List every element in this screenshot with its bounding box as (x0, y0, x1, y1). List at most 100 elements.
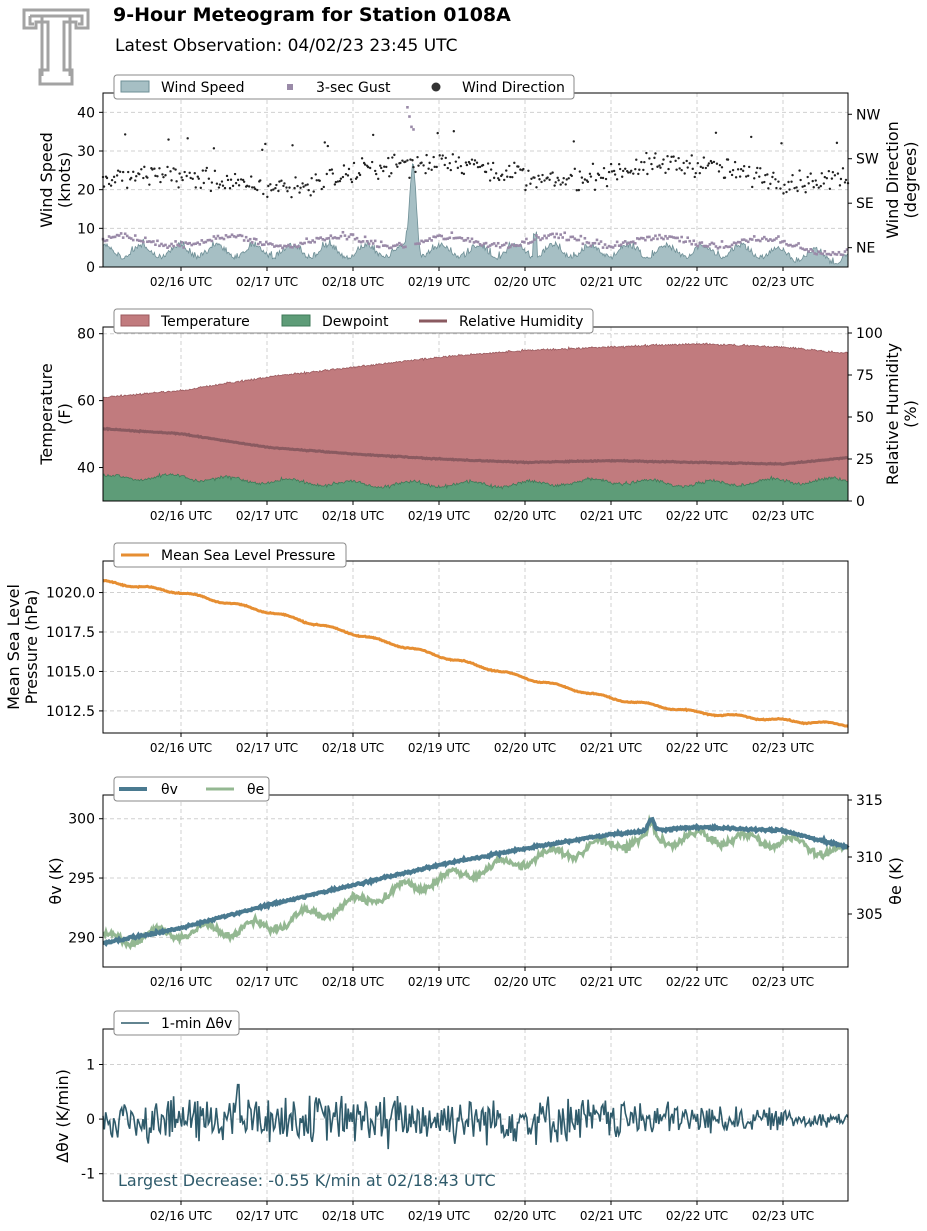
wind-direction-point (379, 164, 382, 167)
gust-point (561, 236, 565, 239)
wind-direction-point (791, 173, 794, 177)
wind-direction-point (202, 181, 206, 185)
gust-point (317, 237, 321, 240)
wind-direction-point (178, 172, 181, 175)
gust-point (607, 244, 611, 248)
wind-direction-point (690, 154, 693, 157)
gust-point (644, 238, 647, 242)
gust-point (127, 236, 131, 240)
gust-point (605, 246, 609, 250)
gust-point (349, 233, 353, 236)
wind-direction-point (709, 159, 713, 163)
wind-direction-point (759, 167, 762, 170)
gust-point (220, 236, 224, 240)
wind-direction-point (408, 176, 411, 180)
gust-point (680, 235, 683, 239)
temp-y2-axis-title-line: Relative Humidity (883, 343, 902, 485)
wind-direction-point (420, 161, 423, 164)
wind-direction-point (115, 174, 119, 177)
wind-direction-point (710, 161, 714, 165)
wind-y-tick-label: 40 (77, 105, 95, 121)
gust-point (436, 234, 439, 238)
gust-point (658, 233, 661, 237)
theta-x-tick-label: 02/23 UTC (752, 975, 814, 989)
wind-direction-point (613, 173, 617, 176)
wind-direction-point (835, 141, 839, 145)
wind-direction-point (643, 160, 646, 164)
gust-point (803, 248, 806, 252)
gust-point (589, 244, 593, 248)
wind-direction-point (456, 166, 460, 170)
gust-point (131, 238, 135, 242)
wind-direction-point (432, 155, 435, 159)
gust-point (295, 245, 298, 249)
gust-point (337, 236, 341, 240)
wind-direction-point (138, 172, 141, 176)
gust-point (783, 239, 786, 243)
wind-direction-point (375, 172, 378, 176)
wind-direction-point (174, 168, 177, 171)
wind-direction-point (562, 177, 565, 180)
gust-point (313, 240, 317, 244)
wind-direction-point (653, 156, 656, 160)
gust-point (769, 238, 772, 241)
wind-direction-point (795, 186, 798, 189)
gust-point (601, 246, 605, 249)
gust-point (613, 244, 617, 247)
legend-direction-label: Wind Direction (462, 80, 565, 96)
wind-direction-point (801, 185, 804, 188)
gust-point (676, 236, 679, 240)
wind-direction-point (570, 174, 573, 178)
gust-point (710, 241, 714, 245)
wind-direction-point (825, 176, 829, 180)
gust-point (200, 239, 204, 242)
wind-direction-point (377, 177, 380, 181)
wind-direction-point (249, 175, 253, 178)
gust-point (262, 243, 266, 246)
gust-point (773, 238, 776, 242)
gust-point (754, 239, 758, 242)
wind-direction-point (233, 172, 237, 176)
gust-point (666, 237, 669, 240)
gust-point (730, 243, 734, 247)
wind-direction-point (742, 165, 746, 168)
gust-point (186, 242, 189, 246)
gust-point (791, 244, 794, 248)
wind-direction-point (451, 153, 455, 156)
wind-direction-point (342, 164, 346, 167)
theta-y-tick-label: 290 (68, 930, 95, 946)
gust-point (591, 242, 595, 245)
wind-direction-point (151, 168, 154, 171)
wind-direction-point (251, 186, 254, 189)
gust-point (210, 239, 214, 243)
wind-direction-point (409, 158, 412, 161)
wind-direction-point (355, 176, 359, 179)
gust-point (476, 240, 480, 244)
press-frame (102, 560, 849, 734)
temp-x-tick-label: 02/23 UTC (752, 509, 814, 523)
gust-point (394, 244, 397, 248)
gust-point (746, 240, 750, 244)
wind-y-axis-title-line: (knots) (55, 152, 74, 208)
wind-direction-point (508, 164, 511, 168)
wind-direction-point (669, 160, 672, 164)
gust-point (184, 241, 187, 244)
wind-direction-point (438, 154, 441, 157)
gust-point (478, 243, 482, 246)
gust-point (555, 232, 558, 236)
wind-direction-point (282, 184, 285, 188)
gust-point (775, 237, 778, 240)
legend-dewpoint-swatch (281, 314, 311, 327)
gust-point (535, 234, 538, 237)
wind-direction-point (290, 195, 293, 199)
press-y-tick-label: 1020.0 (46, 586, 95, 602)
wind-direction-point (630, 169, 633, 172)
wind-x-tick-label: 02/21 UTC (580, 275, 642, 289)
wind-direction-point (352, 161, 356, 165)
wind-direction-point (181, 178, 184, 182)
wind-direction-point (675, 168, 678, 171)
gust-point (381, 244, 385, 247)
gust-point (650, 238, 653, 242)
delta-x-tick-label: 02/21 UTC (580, 1209, 642, 1223)
wind-direction-point (220, 180, 224, 183)
